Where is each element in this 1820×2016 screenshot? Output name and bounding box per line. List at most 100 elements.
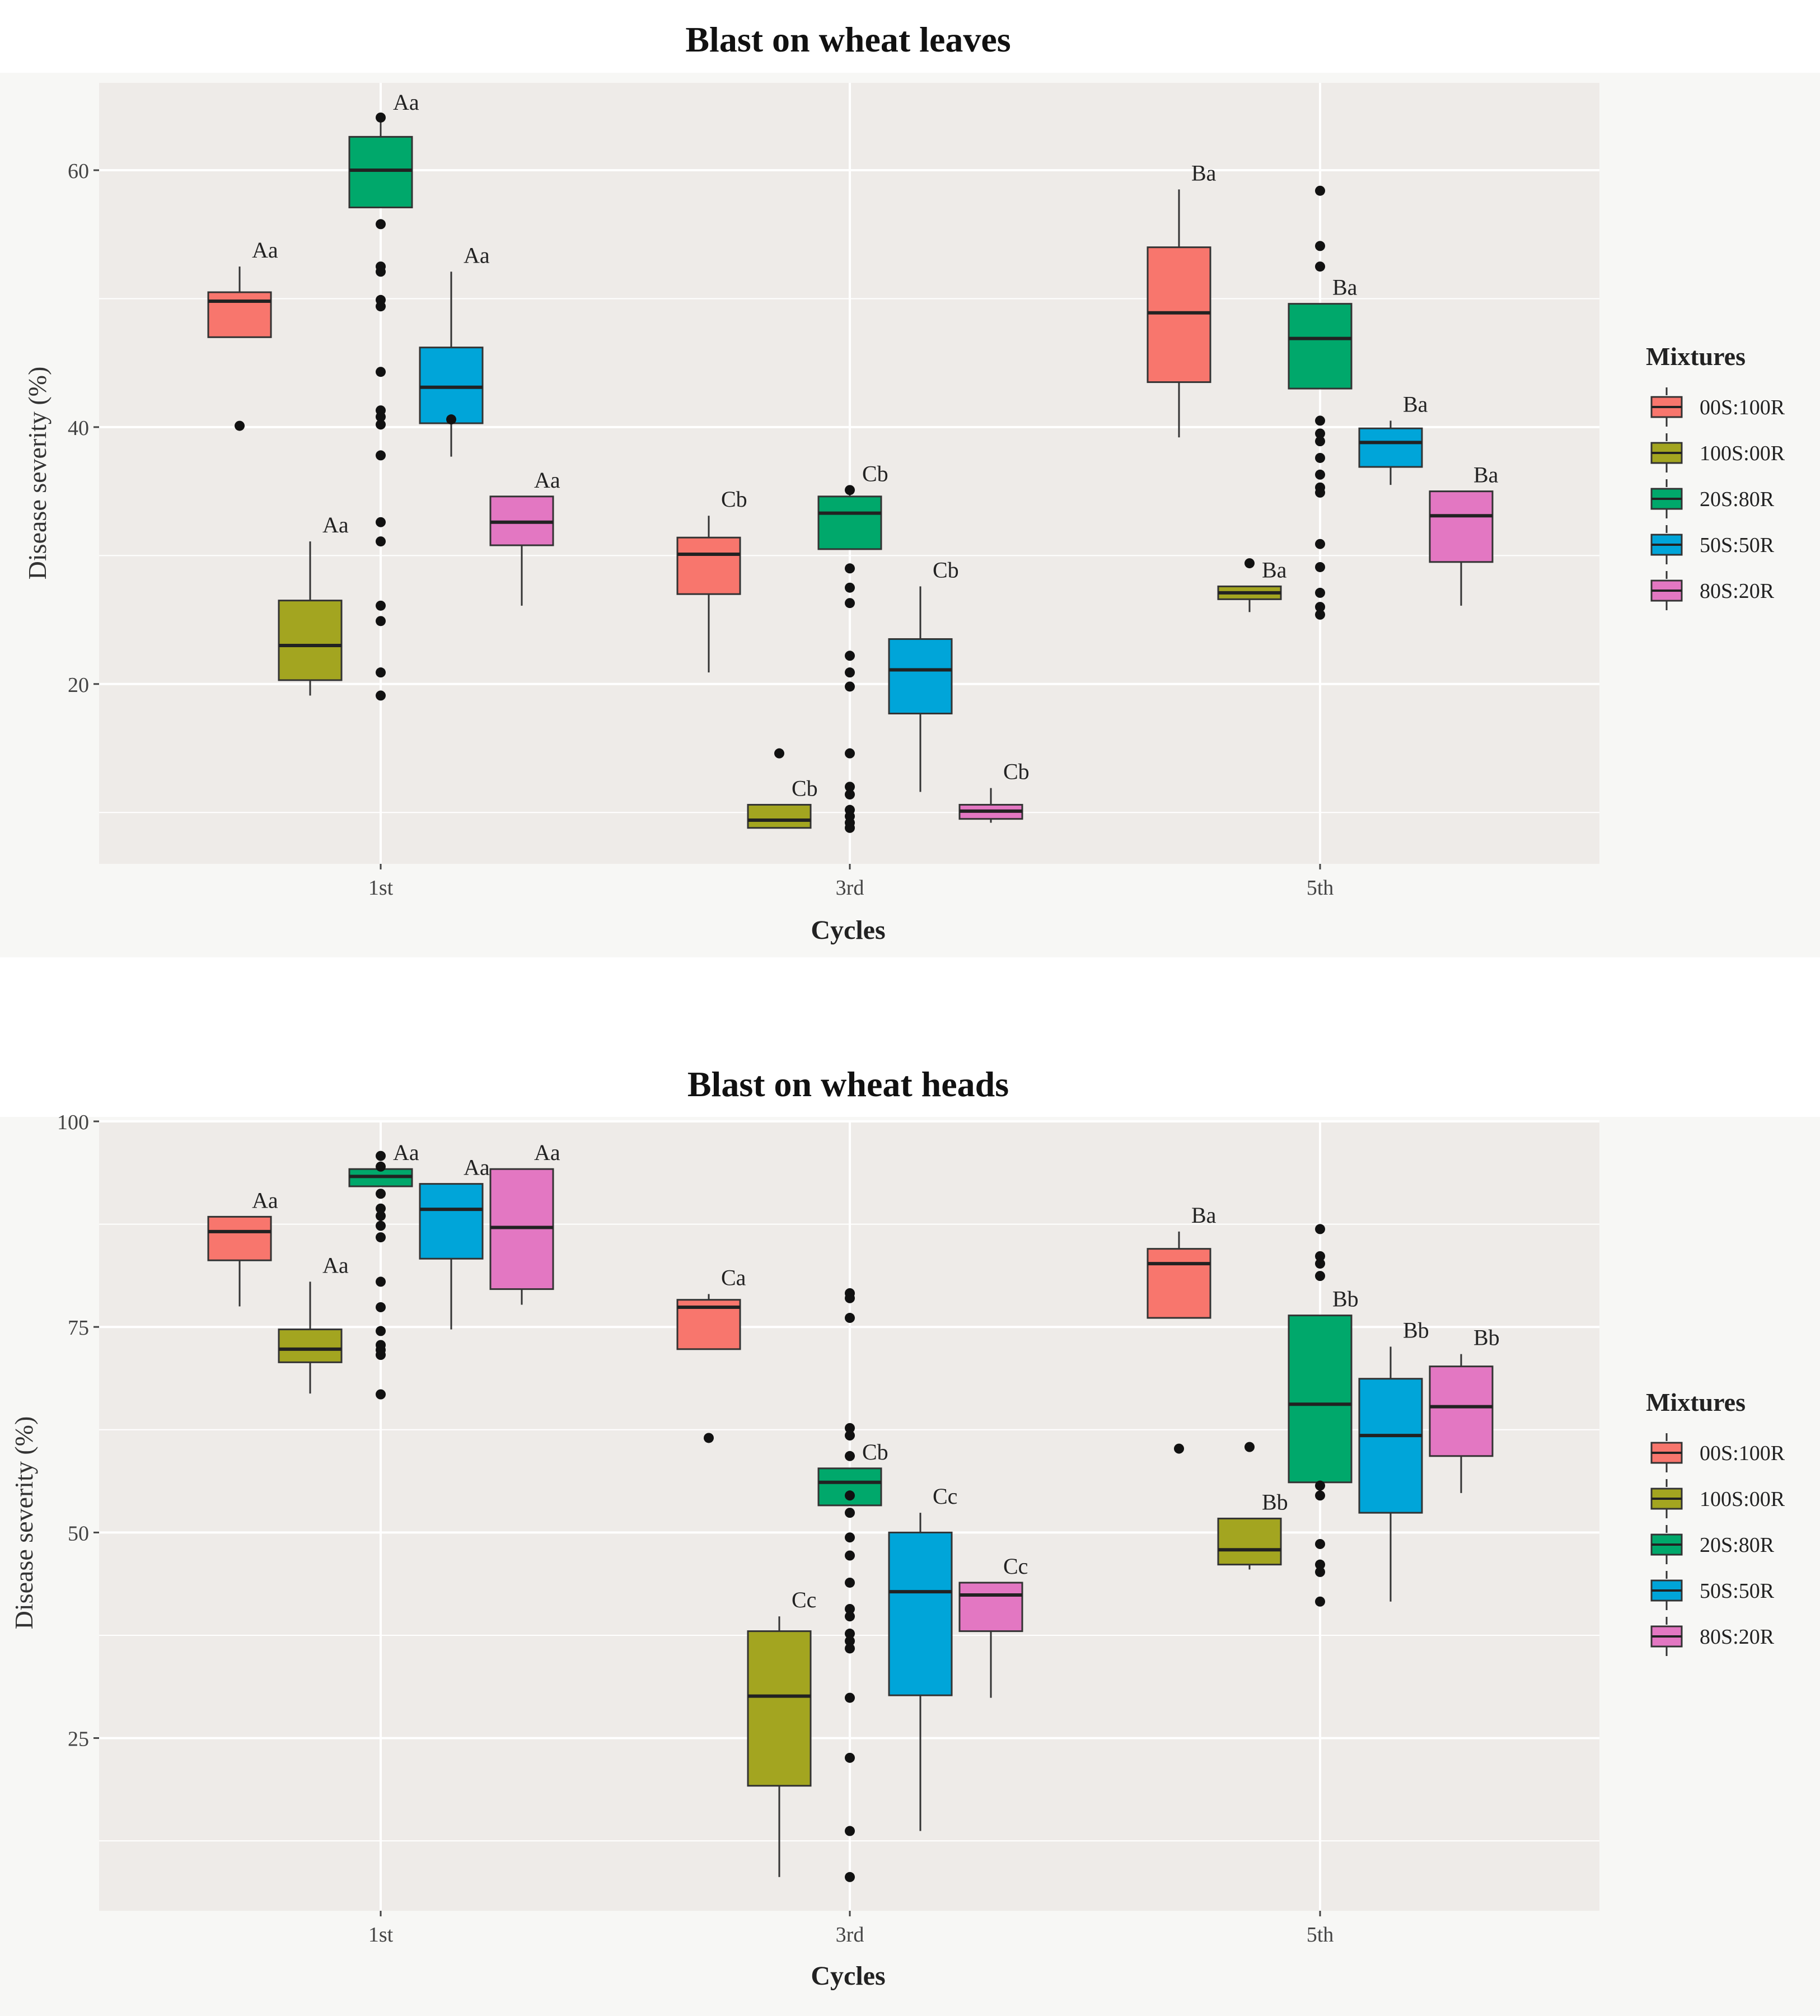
outlier-point xyxy=(376,1302,386,1312)
legend-label: 00S:100R xyxy=(1700,1442,1785,1465)
outlier-point xyxy=(845,598,855,609)
heads-panel: Blast on wheat heads Aa Aa Aa Aa Aa Ca Cc Cb Cc C… xyxy=(0,1064,1820,2016)
outlier-point xyxy=(1174,1443,1184,1454)
y-tick-label: 20 xyxy=(68,673,89,697)
box-leaves-3rd-50S:50R: Cb xyxy=(888,557,959,792)
box-iqr xyxy=(747,1630,812,1787)
outlier-point xyxy=(1315,539,1325,549)
leaves-x-axis-ticks: 1st 3rd 5th xyxy=(368,864,1334,900)
y-tick-label: 75 xyxy=(68,1316,89,1340)
outlier-point xyxy=(845,1451,855,1461)
outlier-point xyxy=(845,563,855,574)
significance-label: Aa xyxy=(322,1252,349,1278)
leaves-legend: Mixtures 00S:100R 100S:00R 20S:80R 50S:50R 8… xyxy=(1646,342,1785,610)
legend-entry-50S:50R: 50S:50R xyxy=(1650,525,1775,564)
outlier-point xyxy=(845,1293,855,1303)
outlier-point xyxy=(845,782,855,792)
outlier-point xyxy=(376,219,386,230)
heads-x-axis-label: Cycles xyxy=(811,1961,885,1991)
outlier-point xyxy=(845,1532,855,1543)
outlier-point xyxy=(1315,428,1325,439)
x-tick-label: 1st xyxy=(368,876,394,900)
outlier-point xyxy=(1315,415,1325,426)
outlier-point xyxy=(845,1826,855,1836)
outlier-point xyxy=(1315,1224,1325,1234)
outlier-point xyxy=(376,1189,386,1199)
box-heads-3rd-20S:80R: Cb xyxy=(817,1288,888,1882)
box-iqr xyxy=(1288,1315,1353,1484)
significance-label: Bb xyxy=(1403,1317,1429,1343)
outlier-point xyxy=(845,1692,855,1703)
legend-label: 50S:50R xyxy=(1700,534,1775,557)
legend-label: 50S:50R xyxy=(1700,1579,1775,1603)
box-iqr xyxy=(888,638,953,715)
significance-label: Bb xyxy=(1262,1489,1288,1514)
y-tick-label: 50 xyxy=(68,1522,89,1545)
outlier-point xyxy=(845,822,855,833)
heads-x-axis-ticks: 1st 3rd 5th xyxy=(368,1911,1334,1947)
box-iqr xyxy=(747,803,812,829)
box-heads-5th-00S:100R: Ba xyxy=(1147,1203,1217,1454)
box-iqr xyxy=(1147,246,1211,383)
outlier-point xyxy=(1315,436,1325,447)
outlier-point xyxy=(376,1326,386,1336)
outlier-point xyxy=(1315,1538,1325,1549)
outlier-point xyxy=(1315,1566,1325,1577)
box-leaves-5th-80S:20R: Ba xyxy=(1429,462,1499,606)
leaves-panel: Blast on wheat leaves Aa Aa Aa Aa Aa Cb Cb Cb Cb… xyxy=(0,20,1820,957)
x-tick-label: 1st xyxy=(368,1923,394,1947)
significance-label: Aa xyxy=(322,512,349,537)
x-tick-label: 5th xyxy=(1307,1923,1334,1947)
y-tick-label: 25 xyxy=(68,1728,89,1751)
outlier-point xyxy=(1315,562,1325,572)
box-heads-1st-100S:00R: Aa xyxy=(278,1252,349,1394)
box-heads-3rd-80S:20R: Cc xyxy=(958,1554,1028,1698)
significance-label: Ba xyxy=(1191,1203,1217,1228)
significance-label: Cb xyxy=(933,557,959,582)
legend-label: 20S:80R xyxy=(1700,1533,1775,1557)
outlier-point xyxy=(376,1210,386,1221)
box-heads-3rd-100S:00R: Cc xyxy=(747,1587,816,1877)
box-leaves-1st-50S:50R: Aa xyxy=(419,242,490,457)
outlier-point xyxy=(1315,261,1325,272)
outlier-point xyxy=(376,616,386,626)
outlier-point xyxy=(1315,241,1325,251)
y-tick-label: 100 xyxy=(57,1111,89,1134)
y-tick-label: 40 xyxy=(68,417,89,440)
outlier-point xyxy=(376,411,386,422)
outlier-point xyxy=(376,1389,386,1400)
legend-entry-20S:80R: 20S:80R xyxy=(1650,479,1775,518)
outlier-point xyxy=(1315,487,1325,498)
outlier-point xyxy=(845,1490,855,1501)
box-leaves-1st-100S:00R: Aa xyxy=(278,512,349,696)
box-iqr xyxy=(958,1582,1023,1633)
outlier-point xyxy=(845,748,855,759)
box-leaves-1st-20S:80R: Aa xyxy=(348,90,419,701)
outlier-point xyxy=(376,1150,386,1161)
heads-y-axis-ticks: 25 50 75 100 xyxy=(57,1111,99,1751)
outlier-point xyxy=(845,681,855,692)
outlier-point xyxy=(845,1508,855,1518)
leaves-y-axis-ticks: 20 40 60 xyxy=(68,160,99,697)
outlier-point xyxy=(376,1161,386,1172)
outlier-point xyxy=(845,789,855,800)
box-iqr xyxy=(207,1215,272,1261)
box-heads-1st-80S:20R: Aa xyxy=(489,1140,560,1305)
outlier-point xyxy=(845,651,855,661)
legend-label: 100S:00R xyxy=(1700,442,1785,465)
leaves-chart-title: Blast on wheat leaves xyxy=(685,20,1010,59)
box-heads-5th-20S:80R: Bb xyxy=(1288,1224,1359,1607)
outlier-point xyxy=(845,1603,855,1614)
outlier-point xyxy=(376,1232,386,1243)
box-leaves-3rd-80S:20R: Cb xyxy=(958,759,1030,823)
legend-entry-80S:20R: 80S:20R xyxy=(1650,1617,1775,1656)
significance-label: Ba xyxy=(1403,391,1428,417)
significance-label: Aa xyxy=(534,1140,560,1165)
leaves-y-axis-label: Disease severity (%) xyxy=(23,367,52,580)
significance-label: Ba xyxy=(1332,275,1358,300)
legend-label: 20S:80R xyxy=(1700,488,1775,511)
significance-label: Aa xyxy=(393,90,419,115)
box-iqr xyxy=(1147,1248,1211,1319)
outlier-point xyxy=(376,517,386,527)
leaves-x-axis-label: Cycles xyxy=(811,915,885,945)
